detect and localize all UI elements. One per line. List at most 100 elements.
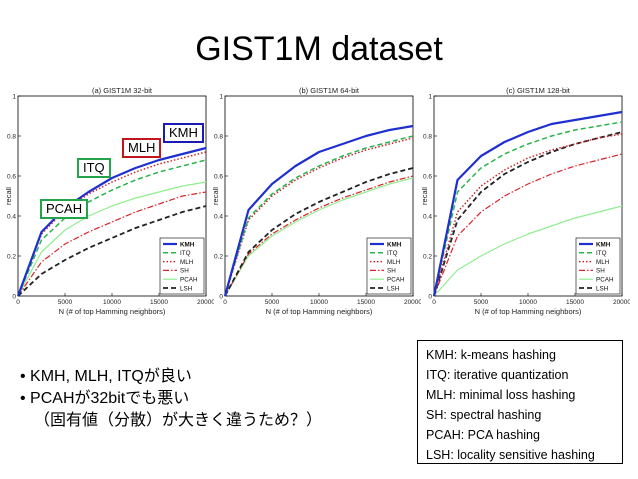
x-tick-label: 20000 [404,299,421,306]
legend-label: PCAH [387,277,405,284]
x-tick-label: 0 [223,299,227,306]
series-line-itq [224,135,414,297]
chart-title: (c) GIST1M 128-bit [506,86,571,95]
y-tick-label: 0 [219,294,223,301]
legend-label: MLH [387,259,401,266]
callout-kmh: KMH [163,123,204,143]
series-line-sh [224,175,414,297]
y-axis-label: recall [213,187,220,205]
y-tick-label: 0.8 [423,134,432,141]
legend-line-lsh: LSH: locality sensitive hashing [426,448,595,462]
bullet-list: • KMH, MLH, ITQが良い • PCAHが32bitでも悪い （固有値… [20,366,322,432]
x-axis-label: N (# of top Hamming neighbors) [475,307,582,316]
y-tick-label: 0 [12,294,16,301]
series-line-pcah [224,177,414,297]
y-tick-label: 0.2 [7,254,16,261]
y-tick-label: 0.2 [423,254,432,261]
chart-svg: (c) GIST1M 128-bit 0 0.2 0.4 0.6 0.8 1 0 5000 100… [420,86,631,316]
series-line-kmh [432,110,623,297]
legend-label: LSH [387,285,400,292]
x-tick-label: 0 [16,299,20,306]
chart-legend [575,237,621,295]
x-axis-label: N (# of top Hamming neighbors) [266,307,373,316]
y-tick-label: 1 [219,94,223,101]
legend-line-pcah: PCAH: PCA hashing [426,428,540,442]
series-line-kmh [223,124,414,297]
legend-line-mlh: MLH: minimal loss hashing [426,388,576,402]
chart-legend [366,237,412,295]
y-axis-label: recall [422,187,429,205]
legend-label: KMH [596,241,611,248]
callout-mlh: MLH [122,138,162,158]
x-tick-label: 15000 [357,299,375,306]
bullet-item: • KMH, MLH, ITQが良い [20,368,192,385]
legend-label: SH [180,268,189,275]
bullet-item: • PCAHが32bitでも悪い [20,390,190,407]
series-line-pcah [17,181,207,297]
series-line-itq [433,121,623,297]
x-tick-label: 10000 [310,299,328,306]
chart-128bit: (c) GIST1M 128-bit 0 0.2 0.4 0.6 0.8 1 0 5000 100… [420,86,631,318]
x-tick-label: 15000 [150,299,168,306]
legend-label: SH [387,268,396,275]
slide-title: GIST1M dataset [195,30,443,68]
y-tick-label: 0.4 [423,214,432,221]
x-tick-label: 20000 [613,299,630,306]
y-tick-label: 1 [428,94,432,101]
legend-label: LSH [596,285,609,292]
x-tick-label: 5000 [58,299,73,306]
series-line-lsh [224,167,414,297]
y-tick-label: 0.6 [214,174,223,181]
y-tick-label: 0.4 [214,214,223,221]
series-line-lsh [17,205,207,297]
y-tick-label: 0.4 [7,214,16,221]
x-tick-label: 5000 [265,299,280,306]
legend-label: MLH [596,259,610,266]
series-line-lsh [433,131,623,297]
chart-64bit: (b) GIST1M 64-bit 0 0.2 0.4 0.6 0.8 1 0 5000 1000… [211,86,422,318]
x-tick-label: 10000 [103,299,121,306]
series-line-pcah [433,205,623,297]
series-line-mlh [17,151,207,297]
y-tick-label: 0.2 [214,254,223,261]
x-axis-label: N (# of top Hamming neighbors) [59,307,166,316]
x-tick-label: 5000 [474,299,489,306]
legend-label: SH [596,268,605,275]
series-line-mlh [433,133,623,297]
chart-32bit: (a) GIST1M 32-bit 0 0.2 0.4 0.6 0.8 1 0 5000 1000… [4,86,215,318]
y-tick-label: 0.8 [7,134,16,141]
series-line-sh [17,191,207,297]
legend-line-itq: ITQ: iterative quantization [426,368,569,382]
legend-label: ITQ [596,250,607,257]
y-tick-label: 0 [428,294,432,301]
y-tick-label: 0.6 [423,174,432,181]
x-tick-label: 10000 [519,299,537,306]
x-tick-label: 15000 [566,299,584,306]
x-tick-label: 0 [432,299,436,306]
legend-label: ITQ [180,250,191,257]
y-tick-label: 0.6 [7,174,16,181]
legend-label: KMH [387,241,402,248]
callout-itq: ITQ [77,158,111,178]
legend-label: ITQ [387,250,398,257]
y-tick-label: 0.8 [214,134,223,141]
legend-label: PCAH [596,277,614,284]
legend-line-kmh: KMH: k-means hashing [426,348,556,362]
chart-svg: (a) GIST1M 32-bit 0 0.2 0.4 0.6 0.8 1 0 5000 1000… [4,86,215,316]
bullet-item: （固有値（分散）が大きく違うため？） [34,412,323,429]
abbreviation-legend-box: KMH: k-means hashing ITQ: iterative quan… [417,340,623,464]
y-axis-label: recall [6,187,13,205]
series-line-itq [17,159,207,297]
legend-label: KMH [180,241,195,248]
legend-label: PCAH [180,277,198,284]
series-line-kmh [16,146,207,297]
callout-pcah: PCAH [40,199,89,219]
chart-svg: (b) GIST1M 64-bit 0 0.2 0.4 0.6 0.8 1 0 5000 1000… [211,86,422,316]
legend-label: LSH [180,285,193,292]
chart-title: (a) GIST1M 32-bit [92,86,153,95]
series-line-sh [433,153,623,297]
legend-label: MLH [180,259,194,266]
legend-line-sh: SH: spectral hashing [426,408,542,422]
x-tick-label: 20000 [197,299,214,306]
y-tick-label: 1 [12,94,16,101]
